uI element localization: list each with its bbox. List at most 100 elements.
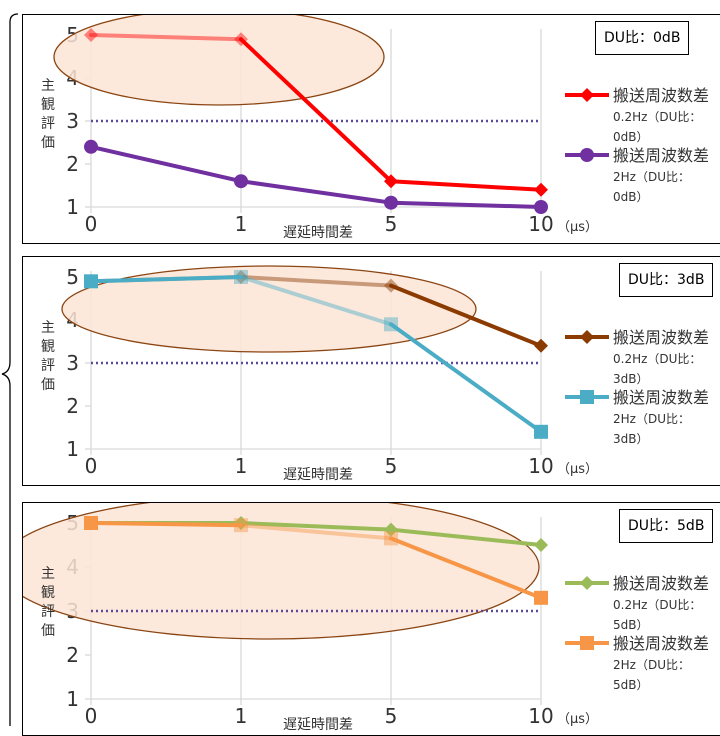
legend-label: 5dB）: [613, 618, 649, 632]
y-tick-label: 1: [66, 687, 79, 711]
data-point: [384, 531, 398, 546]
legend-label: 3dB）: [613, 432, 649, 446]
y-tick-label: 5: [66, 265, 79, 289]
highlight-ellipse: [61, 265, 477, 353]
data-point: [384, 522, 398, 537]
series-group: [84, 139, 548, 214]
du-ratio-label: DU比：5dB: [619, 509, 714, 543]
legend-label: 2Hz（DU比：: [613, 170, 690, 184]
left-brace: [1, 13, 19, 726]
data-point: [534, 182, 548, 197]
series-line-segment: [239, 37, 393, 184]
series-line-segment: [389, 536, 543, 600]
y-axis-label: 主観評価: [41, 566, 55, 639]
x-unit-label: （μs）: [557, 712, 598, 727]
x-unit-label: （μs）: [557, 462, 598, 477]
x-axis-label: 遅延時間差: [283, 717, 353, 733]
y-tick-label: 1: [66, 437, 79, 461]
legend-label: 0.2Hz（DU比：: [613, 352, 701, 366]
data-point: [84, 274, 98, 289]
y-axis-label: 主観評価: [41, 78, 55, 151]
legend-swatch-marker: [580, 148, 594, 162]
x-axis-label: 遅延時間差: [283, 467, 353, 483]
highlight-ellipse: [53, 15, 385, 106]
data-point: [234, 518, 248, 533]
legend-label: 搬送周波数差: [613, 86, 709, 105]
legend-label: 搬送周波数差: [613, 634, 709, 653]
legend-label: 5dB）: [613, 678, 649, 692]
chart-panel-du-5db: 12345主観評価01510（μs）遅延時間差搬送周波数差0.2Hz（DU比：5…: [22, 502, 720, 736]
legend-label: 2Hz（DU比：: [613, 412, 690, 426]
legend-swatch-marker: [580, 636, 594, 650]
legend-swatch-marker: [580, 330, 594, 344]
legend-swatch-marker: [580, 390, 594, 404]
x-tick-label: 10: [528, 212, 553, 236]
data-point: [534, 538, 548, 552]
series-line-segment: [389, 527, 543, 547]
legend-label: 0.2Hz（DU比：: [613, 598, 701, 612]
x-tick-label: 10: [528, 454, 553, 478]
x-tick-label: 0: [85, 454, 98, 478]
x-tick-label: 5: [385, 454, 398, 478]
series-group: [84, 516, 548, 605]
data-point: [384, 195, 398, 210]
x-tick-label: 0: [85, 212, 98, 236]
data-point: [234, 32, 248, 47]
series-line-segment: [389, 322, 543, 434]
data-point: [384, 174, 398, 189]
legend-label: 搬送周波数差: [613, 328, 709, 347]
chart-svg: 12345主観評価01510（μs）遅延時間差搬送周波数差0.2Hz（DU比：5…: [23, 503, 709, 733]
data-point: [534, 338, 548, 353]
y-axis-label: 主観評価: [41, 320, 55, 393]
chart-panel-du-0db: 12345主観評価01510（μs）遅延時間差搬送周波数差0.2Hz（DU比：0…: [22, 14, 720, 244]
du-ratio-label: DU比：0dB: [595, 21, 690, 55]
series-line-segment: [239, 179, 393, 205]
x-tick-label: 5: [385, 704, 398, 728]
series-line-segment: [239, 523, 393, 541]
x-tick-label: 1: [235, 704, 248, 728]
series-line-segment: [89, 275, 243, 284]
legend-label: 0dB）: [613, 130, 649, 144]
chart-svg: 12345主観評価01510（μs）遅延時間差搬送周波数差0.2Hz（DU比：0…: [41, 15, 709, 241]
series-line-segment: [89, 144, 243, 184]
data-point: [84, 516, 98, 530]
x-tick-label: 1: [235, 212, 248, 236]
series-line-segment: [239, 275, 393, 327]
series-group: [84, 28, 548, 197]
y-tick-label: 1: [66, 195, 79, 219]
y-tick-label: 3: [66, 351, 79, 375]
legend-label: 0.2Hz（DU比：: [613, 110, 701, 124]
legend-label: 0dB）: [613, 190, 649, 204]
x-axis-label: 遅延時間差: [283, 225, 353, 241]
series-line-segment: [389, 179, 543, 192]
legend-label: 搬送周波数差: [613, 388, 709, 407]
chart-panel-du-3db: 12345主観評価01510（μs）遅延時間差搬送周波数差0.2Hz（DU比：3…: [22, 256, 720, 486]
data-point: [234, 174, 248, 189]
series-line-segment: [239, 275, 393, 288]
x-tick-label: 0: [85, 704, 98, 728]
legend-label: 2Hz（DU比：: [613, 658, 690, 672]
x-tick-label: 10: [528, 704, 553, 728]
data-point: [384, 317, 398, 332]
series-line-segment: [389, 200, 543, 209]
x-tick-label: 1: [235, 454, 248, 478]
data-point: [84, 28, 98, 42]
chart-svg: 12345主観評価01510（μs）遅延時間差搬送周波数差0.2Hz（DU比：3…: [41, 265, 709, 483]
data-point: [534, 590, 548, 605]
series-line-segment: [389, 283, 543, 348]
legend-swatch-marker: [580, 88, 594, 102]
series-line-segment: [89, 521, 243, 528]
y-tick-label: 2: [66, 394, 79, 418]
data-point: [534, 424, 548, 439]
y-tick-label: 2: [66, 152, 79, 176]
x-tick-label: 5: [385, 212, 398, 236]
legend-label: 搬送周波数差: [613, 574, 709, 593]
series-line-segment: [239, 521, 393, 532]
series-group: [84, 270, 548, 439]
highlight-ellipse: [23, 503, 540, 640]
data-point: [234, 270, 248, 284]
x-unit-label: （μs）: [557, 220, 598, 235]
data-point: [384, 278, 398, 293]
du-ratio-label: DU比：3dB: [619, 263, 714, 297]
data-point: [534, 200, 548, 214]
